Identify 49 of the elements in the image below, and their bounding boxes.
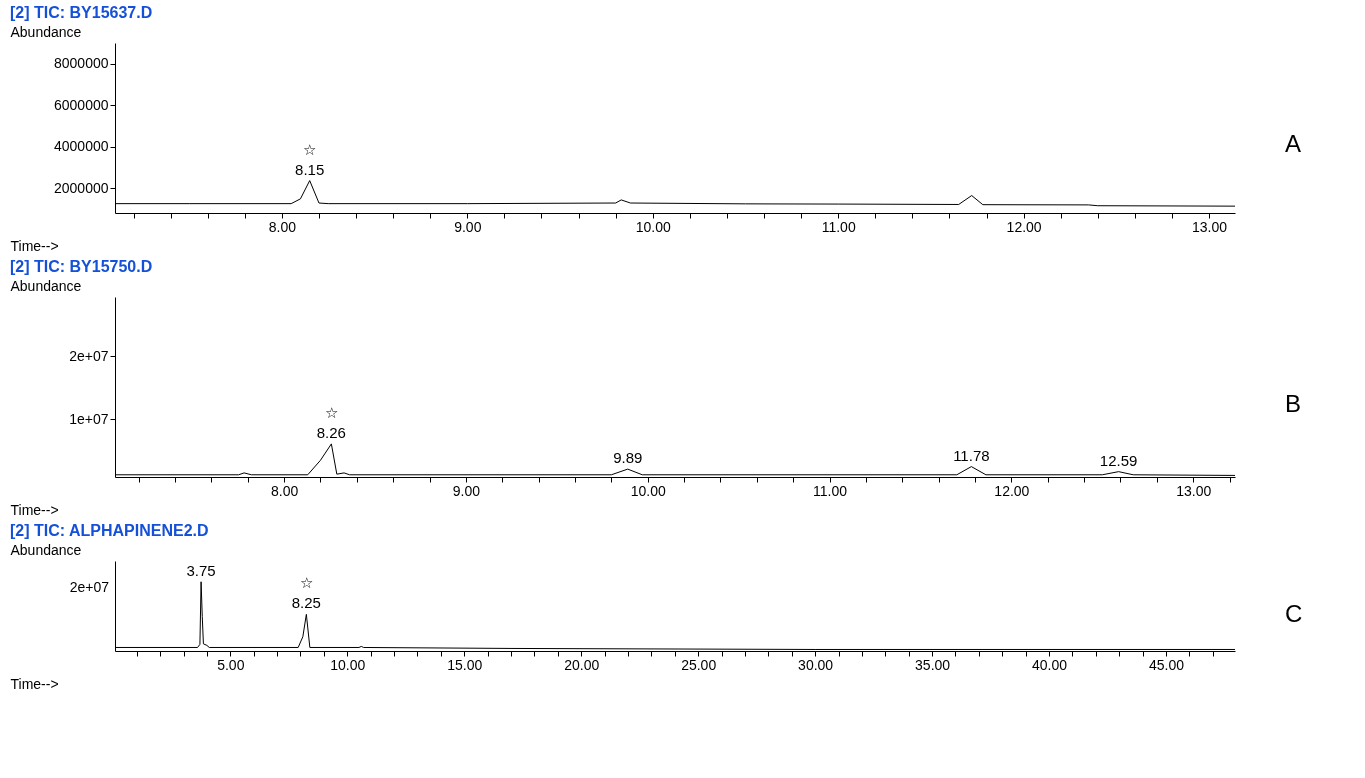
y-tick-label: 1e+07 [69, 410, 109, 427]
annotation: 3.75 [186, 561, 216, 579]
annotation: 8.26 [316, 423, 346, 441]
x-tick-label: 25.00 [681, 656, 717, 673]
x-tick-label: 12.00 [994, 482, 1030, 499]
x-axis-title: Time--> [10, 501, 59, 518]
text: A [1285, 130, 1302, 157]
x-tick-label: 40.00 [1032, 656, 1068, 673]
y-axis-title: Abundance [10, 23, 82, 40]
x-tick-label: 15.00 [447, 656, 483, 673]
x-tick-label: 10.00 [635, 218, 671, 235]
x-tick-label: 35.00 [915, 656, 951, 673]
x-axis-title: Time--> [10, 675, 59, 692]
y-tick-label: 2e+07 [69, 347, 109, 364]
text: C [1285, 600, 1303, 627]
x-tick-label: 10.00 [330, 656, 366, 673]
annotation: 12.59 [1099, 451, 1138, 469]
annotation: ☆ [303, 140, 317, 158]
annotation: 11.78 [953, 446, 990, 464]
x-tick-label: 10.00 [630, 482, 666, 499]
y-tick-label: 6000000 [53, 96, 109, 113]
annotation: 9.89 [613, 449, 643, 467]
y-axis-title: Abundance [10, 277, 82, 294]
x-tick-label: 12.00 [1006, 218, 1042, 235]
chart-title: [2] TIC: ALPHAPINENE2.D [10, 522, 209, 539]
x-tick-label: 13.00 [1192, 218, 1228, 235]
x-tick-label: 11.00 [821, 218, 856, 235]
y-axis-title: Abundance [10, 541, 82, 558]
text: B [1285, 390, 1302, 417]
x-axis-title: Time--> [10, 237, 59, 254]
x-tick-label: 8.00 [270, 482, 299, 499]
y-tick-label: 8000000 [53, 55, 109, 72]
x-tick-label: 30.00 [798, 656, 834, 673]
x-tick-label: 11.00 [813, 482, 848, 499]
annotation: 8.15 [295, 160, 325, 178]
x-tick-label: 20.00 [564, 656, 600, 673]
x-tick-label: 45.00 [1148, 656, 1185, 673]
x-tick-label: 13.00 [1176, 482, 1212, 499]
y-tick-label: 2000000 [53, 179, 109, 196]
x-tick-label: 5.00 [217, 656, 245, 673]
annotation: ☆ [299, 574, 313, 592]
annotation: ☆ [324, 403, 338, 421]
y-tick-label: 4000000 [53, 138, 109, 155]
chart-title: [2] TIC: BY15750.D [10, 258, 153, 275]
x-tick-label: 9.00 [454, 218, 482, 235]
annotation: 8.25 [291, 594, 321, 612]
x-tick-label: 8.00 [268, 218, 297, 235]
chart-title: [2] TIC: BY15637.D [10, 4, 153, 21]
x-tick-label: 9.00 [452, 482, 481, 499]
